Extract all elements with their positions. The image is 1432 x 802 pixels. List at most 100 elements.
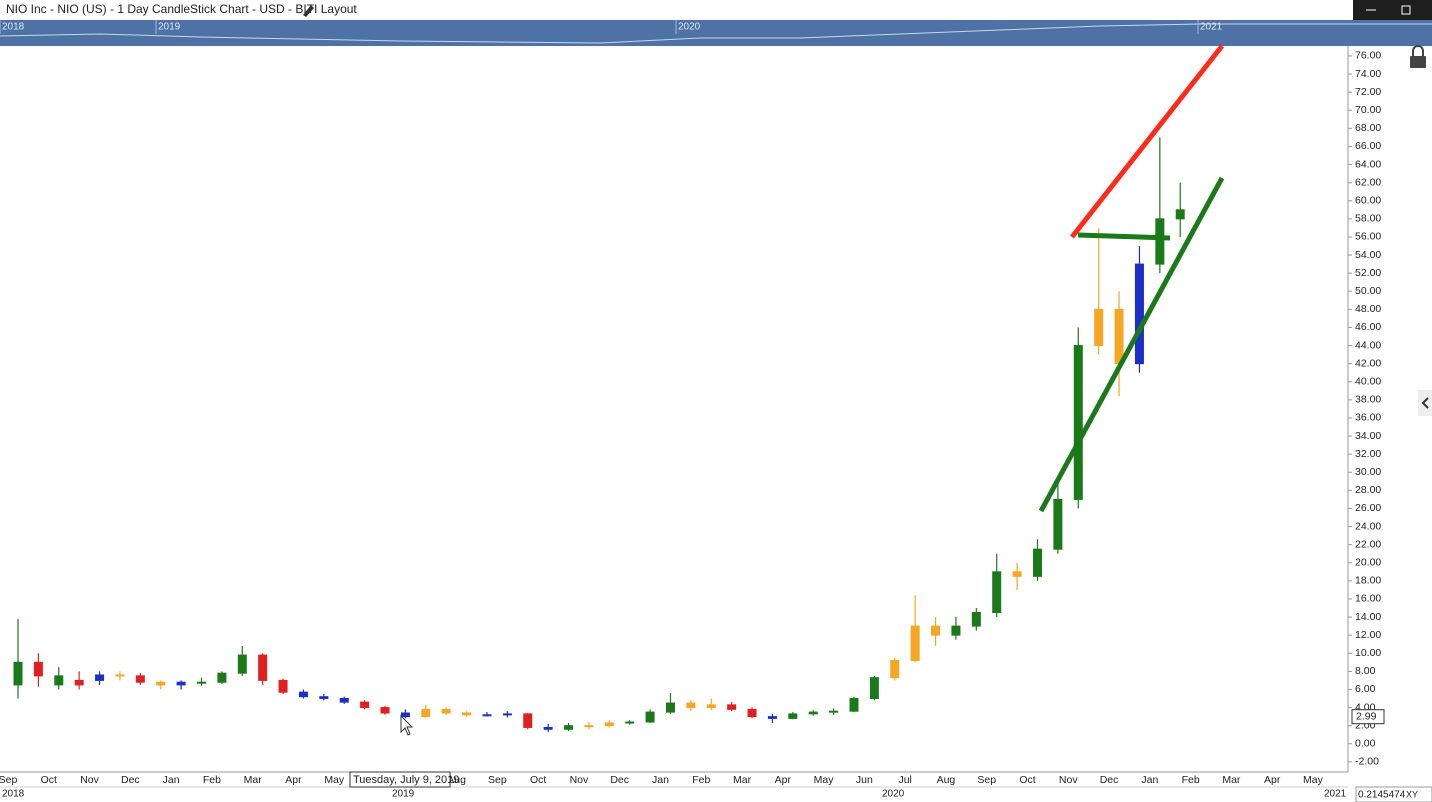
x-tick-label: Aug [937,774,956,786]
y-tick-label: 70.00 [1355,104,1381,116]
candle-body [278,679,288,693]
candle-body [1134,263,1144,365]
y-tick-label: 36.00 [1355,412,1381,424]
candle-body [584,725,594,728]
y-tick-label: -2.00 [1355,756,1379,768]
x-tick-label: Jan [163,774,180,786]
trend-line-green[interactable] [1038,176,1225,513]
y-tick-label: 24.00 [1355,520,1381,532]
y-tick-label: 66.00 [1355,140,1381,152]
y-tick-label: 72.00 [1355,86,1381,98]
candle-body [1114,308,1124,365]
candle-body [971,612,981,627]
x-tick-label: Dec [121,774,140,786]
window-title: NIO Inc - NIO (US) - 1 Day CandleStick C… [6,2,357,16]
x-tick-label: Jun [856,774,873,786]
candle-body [543,726,553,730]
edit-icon[interactable] [303,5,314,17]
candle-body [1175,209,1185,220]
y-tick-label: 20.00 [1355,557,1381,569]
x-tick-label: Aug [447,774,466,786]
candle-body [237,654,247,674]
candle-body [13,661,23,686]
x-tick-label: Jan [1141,774,1158,786]
restore-button[interactable] [1401,5,1411,15]
x-tick-label: Dec [1100,774,1119,786]
candle-body [462,712,472,716]
candle-body [645,711,655,723]
candle-body [727,704,737,710]
y-tick-label: 16.00 [1355,593,1381,605]
candle-body [176,681,186,686]
candle-body [1155,218,1165,265]
candle-body [156,681,166,686]
candle-body [197,681,207,684]
candle-body [951,625,961,636]
x-tick-label: Oct [1019,774,1035,786]
candle-body [135,675,145,683]
candle-body [74,679,84,686]
x-tick-label: Dec [610,774,629,786]
x-tick-label: Nov [570,774,589,786]
y-tick-label: 54.00 [1355,249,1381,261]
y-tick-label: 32.00 [1355,448,1381,460]
y-tick-label: 76.00 [1355,50,1381,62]
x-tick-label: Nov [80,774,99,786]
x-tick-label: Feb [692,774,710,786]
y-tick-label: 14.00 [1355,611,1381,623]
x-tick-label: Nov [1059,774,1078,786]
navigator-line [0,23,1432,44]
candle-body [992,571,1002,614]
candle-body [54,675,64,686]
year-label: 2018 [2,789,25,800]
candle-body [604,722,614,727]
y-tick-label: 8.00 [1355,665,1376,677]
x-tick-label: May [814,774,835,786]
x-tick-label: Apr [285,774,302,786]
y-tick-label: 6.00 [1355,683,1376,695]
last-price-label: 2.99 [1356,710,1377,722]
x-tick-label: Oct [41,774,57,786]
y-tick-label: 38.00 [1355,394,1381,406]
tooltip: Tuesday, July 9, 2019 [353,774,459,786]
status-mode[interactable]: XY [1406,789,1418,799]
window-controls [1353,0,1432,20]
y-tick-label: 26.00 [1355,502,1381,514]
y-tick-label: 42.00 [1355,357,1381,369]
side-panel-toggle[interactable] [1418,390,1432,416]
x-tick-label: Oct [530,774,546,786]
candle-body [890,659,900,679]
y-tick-label: 58.00 [1355,213,1381,225]
y-tick-label: 0.00 [1355,738,1376,750]
navigator-label: 2020 [678,22,701,33]
candle-body [665,702,675,713]
x-tick-label: Mar [733,774,752,786]
y-tick-label: 34.00 [1355,430,1381,442]
candle-body [319,696,329,700]
status-value: 0.2145474 [1358,790,1406,801]
y-tick-label: 44.00 [1355,339,1381,351]
y-tick-label: 60.00 [1355,195,1381,207]
year-label: 2020 [882,789,905,800]
candle-body [339,698,349,703]
y-tick-label: 50.00 [1355,285,1381,297]
x-tick-label: Sep [0,774,17,786]
last-price-box [1351,709,1385,725]
candle-body [523,713,533,728]
navigator-label: 2018 [2,22,25,33]
lock-icon[interactable] [1410,56,1426,68]
candle-body [400,712,410,718]
status-box [1355,786,1432,802]
trend-line-red[interactable] [1070,44,1224,239]
candle-body [931,625,941,636]
x-tick-label: Apr [1264,774,1281,786]
candle-body [808,711,818,715]
trend-line-horizontal[interactable] [1077,232,1171,241]
candle-body [421,708,431,718]
y-tick-label: 52.00 [1355,267,1381,279]
candle-body [380,707,390,714]
x-tick-label: Feb [1182,774,1200,786]
candle-body [1053,498,1063,550]
candle-body [625,721,635,724]
